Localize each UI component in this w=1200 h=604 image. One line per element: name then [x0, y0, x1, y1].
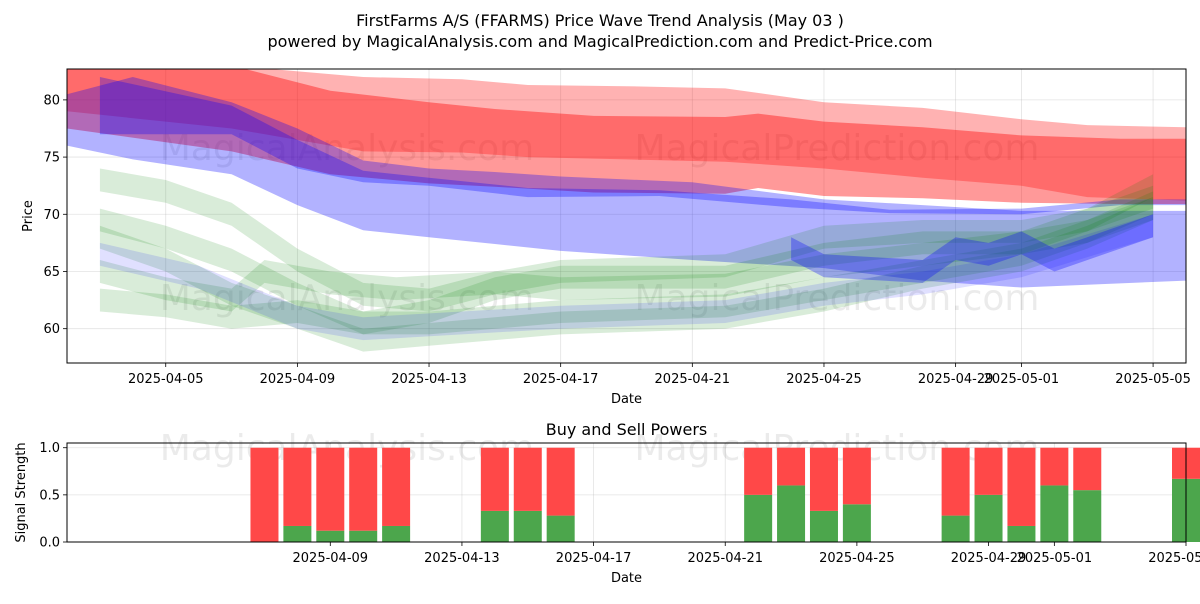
sell-bar	[382, 447, 411, 526]
sell-bar	[1073, 447, 1102, 491]
sell-bar	[349, 447, 378, 531]
price-bands	[67, 69, 1186, 352]
sell-bar	[316, 447, 345, 531]
x-tick-label: 2025-04-21	[687, 551, 763, 566]
x-tick-label: 2025-04-29	[951, 551, 1027, 566]
x-tick-label: 2025-05-01	[984, 372, 1060, 387]
price-band-green-4	[99, 168, 1154, 312]
sell-bar	[513, 447, 542, 511]
sell-bar	[1007, 447, 1036, 526]
x-tick-label: 2025-04-09	[293, 551, 369, 566]
price-band-green-6	[99, 174, 1154, 312]
x-tick-label: 2025-04-13	[391, 372, 467, 387]
x-tick-label: 2025-05-01	[1017, 551, 1093, 566]
buy-bar	[941, 515, 970, 542]
sell-bar	[974, 447, 1003, 495]
price-band-blue-2	[67, 77, 1186, 288]
buy-bar	[283, 525, 312, 542]
buy-bar	[842, 504, 871, 542]
x-tick-label: 2025-04-13	[424, 551, 500, 566]
signal-panel-title: Buy and Sell Powers	[546, 420, 708, 439]
price-band-red-0	[67, 69, 1186, 201]
y-tick-label: 70	[43, 208, 60, 223]
signal-panel: MagicalAnalysis.comMagicalPrediction.com…	[14, 420, 1200, 586]
y-tick-label: 80	[43, 93, 60, 108]
watermark-text: MagicalAnalysis.com	[160, 128, 534, 169]
x-axis-label: Date	[611, 571, 642, 586]
price-axes-frame	[66, 68, 1187, 364]
sell-bar	[546, 447, 575, 516]
sell-bar	[250, 447, 279, 542]
price-band-blue-10	[791, 214, 1154, 283]
price-band-blue-9	[99, 214, 1154, 341]
y-axis-label: Signal Strength	[14, 442, 29, 542]
sell-bar	[283, 447, 312, 526]
x-tick-label: 2025-04-25	[819, 551, 895, 566]
buy-bar	[513, 510, 542, 542]
y-tick-label: 60	[43, 322, 60, 337]
chart-subtitle: powered by MagicalAnalysis.com and Magic…	[267, 32, 932, 51]
watermark-text: MagicalPrediction.com	[635, 128, 1040, 169]
buy-bar	[974, 494, 1003, 542]
x-axis-label: Date	[611, 392, 642, 407]
y-axis-label: Price	[21, 200, 36, 232]
watermark-text: MagicalPrediction.com	[635, 278, 1040, 319]
y-tick-label: 75	[43, 151, 60, 166]
y-tick-label: 0.0	[39, 536, 60, 551]
buy-bar	[1007, 525, 1036, 542]
x-tick-label: 2025-05-05	[1148, 551, 1200, 566]
buy-bar	[349, 530, 378, 542]
sell-bar	[809, 447, 838, 511]
x-tick-label: 2025-04-09	[260, 372, 336, 387]
buy-bar	[1073, 490, 1102, 542]
y-tick-label: 1.0	[39, 441, 60, 456]
buy-bar	[777, 485, 806, 542]
sell-bar	[777, 447, 806, 486]
x-tick-label: 2025-04-05	[128, 372, 204, 387]
x-tick-label: 2025-04-21	[655, 372, 731, 387]
sell-bar	[941, 447, 970, 516]
buy-bar	[744, 494, 773, 542]
sell-bar	[1040, 447, 1069, 486]
buy-bar	[546, 515, 575, 542]
sell-bar	[480, 447, 509, 511]
buy-bar	[480, 510, 509, 542]
x-tick-label: 2025-04-17	[556, 551, 632, 566]
x-tick-label: 2025-04-17	[523, 372, 599, 387]
buy-bar	[809, 510, 838, 542]
y-tick-label: 65	[43, 265, 60, 280]
price-band-green-8	[99, 197, 1154, 352]
signal-axes-frame	[66, 442, 1187, 543]
x-tick-label: 2025-04-29	[918, 372, 994, 387]
buy-bar	[316, 530, 345, 542]
watermark-text: MagicalAnalysis.com	[160, 428, 534, 469]
x-tick-label: 2025-04-25	[786, 372, 862, 387]
x-tick-label: 2025-05-05	[1115, 372, 1191, 387]
buy-bar	[1040, 485, 1069, 542]
price-panel: MagicalAnalysis.com MagicalPrediction.com…	[21, 68, 1191, 407]
sell-bar	[842, 447, 871, 505]
sell-bar	[744, 447, 773, 495]
watermark-text: MagicalAnalysis.com	[160, 278, 534, 319]
y-tick-label: 0.5	[39, 488, 60, 503]
price-band-blue-3	[99, 77, 1186, 215]
buy-bar	[382, 525, 411, 542]
chart-title: FirstFarms A/S (FFARMS) Price Wave Trend…	[356, 11, 844, 30]
price-band-red-1	[67, 69, 1186, 204]
price-band-green-7	[99, 191, 1154, 335]
